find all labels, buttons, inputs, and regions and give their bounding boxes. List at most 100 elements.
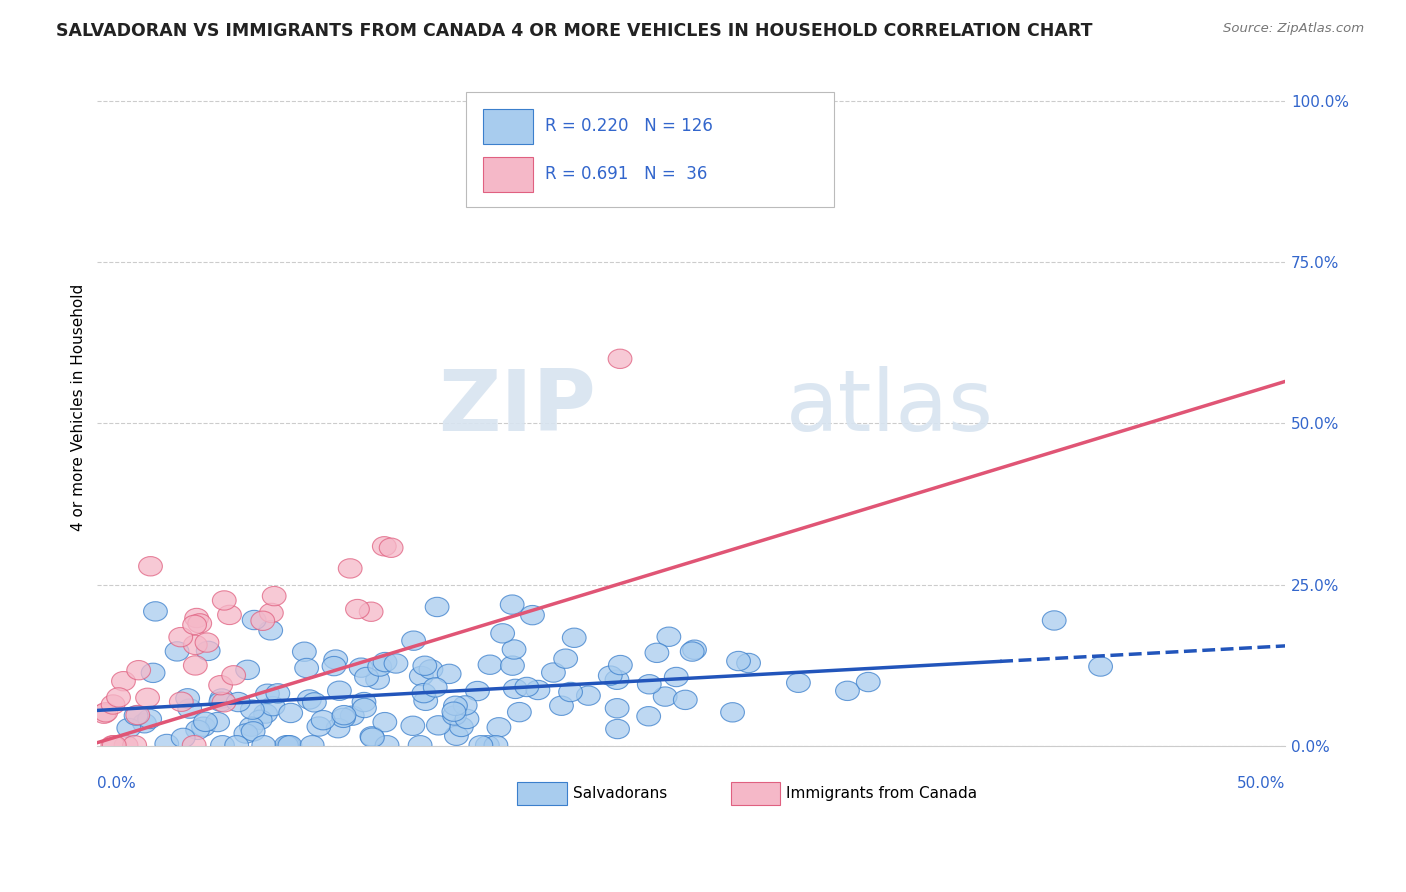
Ellipse shape	[252, 736, 276, 755]
Ellipse shape	[412, 683, 436, 703]
Ellipse shape	[413, 657, 437, 675]
Ellipse shape	[486, 718, 510, 737]
Ellipse shape	[155, 734, 179, 754]
Ellipse shape	[456, 709, 479, 729]
Ellipse shape	[501, 656, 524, 675]
Ellipse shape	[212, 591, 236, 610]
Ellipse shape	[354, 667, 378, 687]
Ellipse shape	[132, 714, 156, 733]
Ellipse shape	[236, 660, 260, 680]
Ellipse shape	[654, 687, 678, 706]
Ellipse shape	[143, 602, 167, 621]
Ellipse shape	[184, 608, 208, 628]
Ellipse shape	[373, 713, 396, 731]
Ellipse shape	[277, 736, 301, 755]
Ellipse shape	[478, 655, 502, 674]
FancyBboxPatch shape	[484, 157, 533, 192]
Ellipse shape	[172, 728, 195, 747]
Ellipse shape	[453, 696, 477, 715]
Ellipse shape	[101, 695, 125, 714]
Ellipse shape	[443, 706, 467, 725]
Ellipse shape	[375, 736, 399, 755]
Ellipse shape	[103, 736, 127, 755]
Text: 50.0%: 50.0%	[1237, 776, 1285, 791]
Ellipse shape	[262, 697, 285, 715]
Ellipse shape	[122, 736, 146, 755]
Ellipse shape	[423, 678, 447, 698]
Ellipse shape	[328, 681, 352, 700]
Ellipse shape	[107, 688, 131, 707]
Ellipse shape	[576, 686, 600, 706]
Ellipse shape	[599, 666, 623, 685]
Ellipse shape	[242, 722, 264, 741]
Ellipse shape	[346, 599, 370, 619]
FancyBboxPatch shape	[484, 109, 533, 145]
Ellipse shape	[609, 349, 631, 368]
Y-axis label: 4 or more Vehicles in Household: 4 or more Vehicles in Household	[72, 284, 86, 531]
Ellipse shape	[637, 674, 661, 694]
Ellipse shape	[274, 736, 298, 755]
Ellipse shape	[233, 723, 257, 743]
FancyBboxPatch shape	[731, 781, 780, 805]
Ellipse shape	[637, 706, 661, 726]
Ellipse shape	[835, 681, 859, 700]
Ellipse shape	[339, 558, 363, 578]
Text: SALVADORAN VS IMMIGRANTS FROM CANADA 4 OR MORE VEHICLES IN HOUSEHOLD CORRELATION: SALVADORAN VS IMMIGRANTS FROM CANADA 4 O…	[56, 22, 1092, 40]
Ellipse shape	[606, 719, 630, 739]
Ellipse shape	[298, 690, 321, 709]
Ellipse shape	[562, 628, 586, 648]
Ellipse shape	[323, 650, 347, 669]
Ellipse shape	[373, 652, 396, 672]
Ellipse shape	[249, 710, 271, 730]
Ellipse shape	[183, 635, 207, 655]
Ellipse shape	[301, 736, 323, 755]
Ellipse shape	[141, 663, 165, 682]
Ellipse shape	[114, 736, 138, 755]
Ellipse shape	[183, 615, 207, 634]
Ellipse shape	[212, 692, 236, 712]
Ellipse shape	[176, 689, 200, 708]
Ellipse shape	[94, 703, 118, 722]
Ellipse shape	[681, 642, 704, 661]
Ellipse shape	[197, 641, 221, 661]
Ellipse shape	[413, 691, 437, 711]
Ellipse shape	[263, 586, 285, 606]
Ellipse shape	[165, 641, 188, 661]
Ellipse shape	[665, 667, 688, 687]
Ellipse shape	[470, 736, 492, 755]
Ellipse shape	[183, 656, 207, 675]
Ellipse shape	[256, 684, 280, 704]
Ellipse shape	[541, 663, 565, 682]
Ellipse shape	[425, 598, 449, 616]
Text: Salvadorans: Salvadorans	[572, 786, 666, 801]
Ellipse shape	[340, 706, 364, 725]
Ellipse shape	[419, 660, 443, 679]
Ellipse shape	[226, 692, 250, 712]
Ellipse shape	[360, 602, 382, 622]
Ellipse shape	[550, 696, 574, 715]
Ellipse shape	[188, 614, 212, 633]
Ellipse shape	[209, 692, 233, 712]
Ellipse shape	[501, 595, 524, 615]
Text: Immigrants from Canada: Immigrants from Canada	[786, 786, 977, 801]
Ellipse shape	[520, 606, 544, 624]
Ellipse shape	[605, 670, 628, 690]
Ellipse shape	[508, 703, 531, 722]
Ellipse shape	[205, 713, 229, 731]
Ellipse shape	[401, 716, 425, 736]
Ellipse shape	[208, 675, 232, 695]
Ellipse shape	[111, 672, 135, 691]
Ellipse shape	[127, 706, 149, 724]
Ellipse shape	[292, 642, 316, 661]
Ellipse shape	[409, 666, 433, 686]
Ellipse shape	[259, 621, 283, 640]
Ellipse shape	[465, 681, 489, 701]
Ellipse shape	[737, 653, 761, 673]
Ellipse shape	[101, 736, 125, 755]
Ellipse shape	[673, 690, 697, 709]
Ellipse shape	[402, 631, 426, 650]
Ellipse shape	[211, 736, 235, 755]
Ellipse shape	[856, 673, 880, 691]
Ellipse shape	[209, 689, 233, 708]
Ellipse shape	[1042, 611, 1066, 630]
